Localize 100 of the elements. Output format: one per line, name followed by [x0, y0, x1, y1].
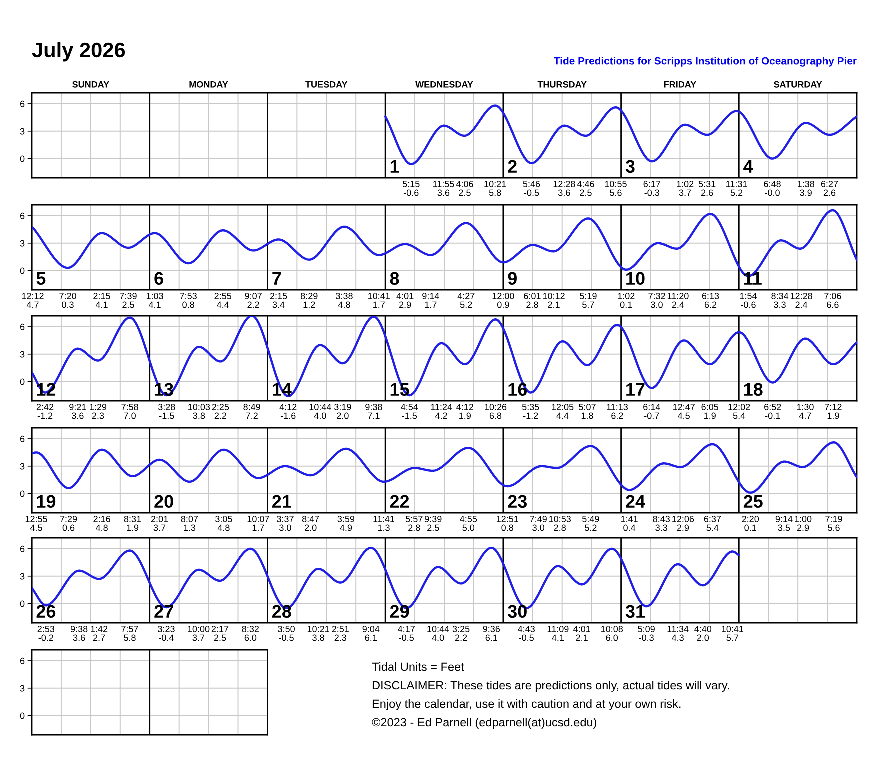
text: ©2023 - Ed Parnell (edparnell(at)ucsd.edu)	[372, 718, 597, 729]
x-tick-label: 6:01 2.8	[524, 293, 541, 308]
x-tick-label: 2:42 -1.2	[36, 404, 54, 420]
x-tick-label: 2:25 2.2	[212, 404, 230, 420]
y-tick-label: 3	[20, 128, 25, 135]
x-tick-label: 11:20 2.4	[668, 293, 689, 308]
x-tick-label: 4:40 2.0	[694, 626, 712, 642]
x-tick-label: 8:43 3.3	[653, 516, 670, 532]
ref-line-label: 29	[390, 605, 410, 618]
ref-line-label: 10	[626, 272, 645, 286]
x-tick-label: 11:31 5.2	[726, 181, 748, 196]
x-tick-label: 12:47 4.5	[673, 404, 695, 420]
ref-line-label: 9	[508, 272, 517, 286]
x-tick-label: 12:55 4.5	[26, 516, 48, 532]
x-tick-label: 7:58 7.0	[122, 404, 138, 420]
x-tick-label: 4:43 -0.5	[518, 626, 535, 642]
x-tick-label: 3:59 4.9	[338, 516, 355, 532]
x-tick-label: 9:21 3.6	[70, 404, 86, 420]
x-tick-label: 7:19 5.6	[826, 516, 842, 532]
x-tick-label: 3:28 -1.5	[158, 404, 176, 420]
text: FRIDAY	[664, 82, 696, 88]
y-tick-label: 3	[20, 573, 25, 580]
x-tick-label: 12:02 5.4	[728, 404, 750, 420]
x-tick-label: 1:38 3.9	[798, 181, 814, 196]
x-tick-label: 11:09 4.1	[548, 626, 569, 642]
ref-line-label: 16	[508, 383, 528, 396]
ref-line-label: 8	[390, 272, 400, 286]
x-tick-label: 1:02 3.7	[677, 181, 694, 196]
x-tick-label: 12:28 3.6	[554, 181, 576, 196]
x-tick-label: 10:12 2.1	[543, 293, 565, 308]
ref-line-label: 4	[744, 160, 754, 173]
x-tick-label: 9:14 1.7	[422, 293, 440, 308]
x-tick-label: 9:14 3.5	[776, 516, 793, 532]
ref-line-label: 25	[744, 495, 763, 508]
y-tick-label: 6	[20, 436, 25, 442]
ref-line-label: 2	[508, 160, 517, 173]
x-tick-label: 11:41 1.3	[374, 516, 395, 532]
x-tick-label: 10:55 5.6	[605, 181, 627, 196]
x-tick-label: 5:49 5.2	[582, 516, 600, 532]
x-tick-label: 3:50 -0.5	[278, 626, 295, 642]
x-tick-label: 7:57 5.8	[122, 626, 138, 642]
ref-line-label: 20	[154, 495, 174, 508]
x-tick-label: 7:12 1.9	[825, 404, 842, 420]
x-tick-label: 10:07 1.7	[248, 516, 270, 532]
x-tick-label: 4:01 2.1	[574, 626, 590, 642]
x-tick-label: 8:07 1.3	[181, 516, 198, 532]
x-tick-label: 7:06 6.6	[824, 293, 842, 308]
x-tick-label: 11:34 4.3	[668, 626, 689, 642]
ref-line-label: 11	[744, 272, 762, 285]
x-tick-label: 8:29 1.2	[300, 293, 318, 308]
text: DISCLAIMER: These tides are predictions only, actual tides will vary.	[372, 680, 730, 692]
text: SUNDAY	[72, 81, 110, 88]
ref-line-label: 26	[36, 605, 56, 618]
ref-line-label: 7	[272, 272, 282, 285]
x-tick-label: 11:13 6.2	[607, 404, 628, 420]
x-tick-label: 10:03 3.8	[188, 404, 210, 420]
chart-subtitle: Tide Predictions for Scripps Institution of Oceanography Pier	[554, 57, 857, 67]
x-tick-label: 1:30 4.7	[797, 404, 814, 420]
x-tick-label: 4:12 -1.6	[280, 404, 297, 420]
y-tick-label: 6	[20, 546, 25, 552]
x-tick-label: 5:46 -0.5	[523, 181, 540, 196]
x-tick-label: 5:09 -0.3	[638, 626, 655, 642]
x-tick-label: 12:28 2.4	[790, 293, 812, 308]
ref-line-label: 22	[390, 495, 410, 508]
x-tick-label: 3:05 4.8	[215, 516, 232, 532]
x-tick-label: 6:48 -0.0	[764, 181, 781, 196]
ref-line-label: 23	[508, 495, 528, 508]
x-tick-label: 4:55 5.0	[460, 516, 478, 532]
x-tick-label: 2:55 4.4	[214, 293, 232, 308]
x-tick-label: 7:39 2.5	[120, 293, 137, 308]
x-tick-label: 5:19 5.7	[580, 293, 597, 308]
x-tick-label: 7:53 0.8	[180, 293, 197, 308]
x-tick-label: 10:44 4.0	[428, 626, 450, 642]
x-tick-label: 10:08 6.0	[602, 626, 624, 642]
y-tick-label: 6	[20, 100, 25, 108]
text: Tidal Units = Feet	[372, 662, 464, 672]
y-tick-label: 6	[20, 658, 25, 664]
x-tick-label: 4:46 2.5	[577, 181, 594, 196]
x-tick-label: 1:42 2.7	[91, 626, 108, 642]
x-tick-label: 3:23 -0.4	[158, 626, 175, 642]
ref-line-label: 18	[744, 383, 763, 396]
x-tick-label: 1:41 0.4	[621, 516, 638, 532]
y-tick-label: 0	[20, 600, 25, 608]
x-tick-label: 9:38 7.1	[366, 404, 382, 420]
x-tick-label: 5:07 1.8	[579, 404, 596, 420]
x-tick-label: 1:54 -0.6	[740, 293, 757, 308]
x-tick-label: 4:06 2.5	[456, 181, 474, 196]
x-tick-label: 8:47 2.0	[302, 516, 320, 532]
x-tick-label: 4:54 -1.5	[401, 404, 418, 420]
ref-line-label: 17	[626, 383, 645, 396]
x-tick-label: 3:37 3.0	[277, 516, 294, 532]
x-tick-label: 3:19 2.0	[334, 404, 352, 420]
x-tick-label: 5:15 -0.6	[402, 181, 420, 196]
x-tick-label: 9:04 6.1	[362, 626, 380, 642]
y-tick-label: 3	[20, 685, 25, 692]
x-tick-label: 8:49 7.2	[244, 404, 260, 420]
x-tick-label: 6:52 -0.1	[764, 404, 782, 420]
x-tick-label: 7:32 3.0	[648, 293, 666, 308]
ref-line-label: 28	[272, 605, 292, 618]
y-tick-label: 0	[20, 156, 25, 162]
